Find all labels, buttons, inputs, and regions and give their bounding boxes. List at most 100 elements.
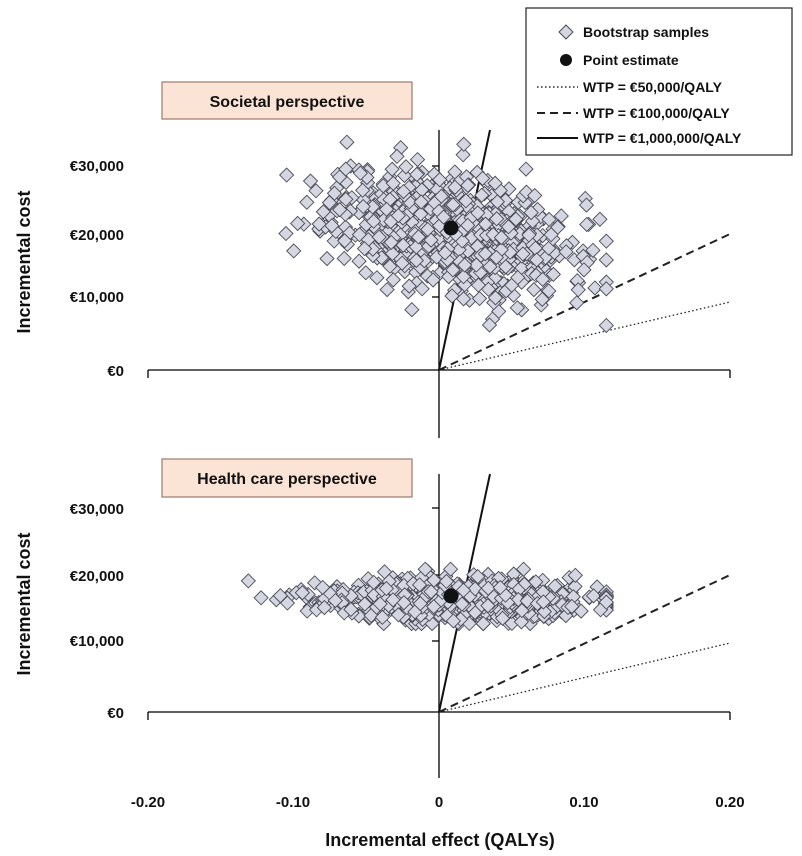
societal-y-tick-label-30000: €30,000 [70,158,124,175]
x-tick-label-0: 0 [435,794,443,811]
bootstrap-sample-point [408,239,424,255]
bootstrap-sample-point [352,165,369,181]
bootstrap-sample-point [286,243,302,259]
legend-label-wtp-100000: WTP = €100,000/QALY [583,105,730,121]
bootstrap-sample-point [547,578,563,594]
bootstrap-sample-point [470,568,486,585]
bootstrap-sample-point [534,291,550,307]
bootstrap-sample-point [439,608,455,624]
healthcare-y-tick-label-10000: €10,000 [70,633,124,650]
bootstrap-sample-point [378,580,395,597]
bootstrap-sample-point [480,580,496,596]
bootstrap-sample-point [447,164,463,180]
bootstrap-sample-point [337,233,353,249]
legend: Bootstrap samples Point estimate WTP = €… [525,7,793,156]
bootstrap-sample-point [513,614,530,630]
bootstrap-sample-point [480,598,496,614]
bootstrap-sample-point [509,300,525,316]
bootstrap-sample-point [371,229,387,245]
bootstrap-sample-point [365,213,382,229]
bootstrap-sample-point [369,270,385,286]
bootstrap-sample-point [396,167,413,184]
healthcare-panel-title: Health care perspective [197,471,377,488]
bootstrap-sample-point [379,281,395,298]
bootstrap-sample-point [545,266,561,283]
bootstrap-sample-point [482,259,498,275]
x-tick-label-0.10: 0.10 [569,794,598,811]
bootstrap-sample-point [487,290,504,306]
bootstrap-sample-point [541,283,557,299]
bootstrap-sample-point [526,281,542,298]
bootstrap-sample-point [398,159,414,175]
bootstrap-sample-point [489,194,506,210]
bootstrap-sample-point [467,581,483,597]
bootstrap-sample-point [253,590,269,606]
bootstrap-sample-point [356,241,373,257]
healthcare-wtp-100000-line [438,574,731,713]
bootstrap-sample-point [442,561,459,577]
bootstrap-sample-point [343,601,359,618]
bootstrap-sample-point [389,148,405,165]
bootstrap-sample-point [332,202,348,218]
bootstrap-sample-point [529,252,545,268]
bootstrap-sample-point [321,195,338,211]
bootstrap-sample-point [408,252,424,269]
legend-label-bootstrap: Bootstrap samples [583,24,709,40]
bootstrap-sample-point [474,170,491,187]
bootstrap-sample-point [468,257,484,273]
bootstrap-sample-point [477,216,494,232]
societal-y-tick-label-10000: €10,000 [70,289,124,306]
bootstrap-sample-point [307,575,323,591]
bootstrap-sample-point [598,252,614,268]
bootstrap-sample-point [438,573,455,590]
bootstrap-sample-point [290,215,306,232]
bootstrap-sample-point [432,172,448,188]
bootstrap-sample-point [460,177,476,193]
bootstrap-sample-point [535,594,551,610]
bootstrap-sample-point [299,194,315,210]
legend-label-point-estimate: Point estimate [583,52,679,68]
bootstrap-sample-point [541,211,557,228]
bootstrap-sample-point [558,244,574,260]
bootstrap-sample-point [455,582,472,598]
bootstrap-sample-point [515,561,532,577]
societal-title-box [161,81,413,120]
bootstrap-sample-point [385,175,401,191]
bootstrap-sample-point [385,272,401,288]
bootstrap-sample-point [494,610,511,626]
bootstrap-sample-point [536,603,553,620]
bootstrap-sample-point [417,561,433,577]
bootstrap-sample-point [527,187,543,204]
bootstrap-sample-point [413,194,429,210]
bootstrap-sample-point [355,198,371,215]
bootstrap-sample-point [423,232,439,248]
societal-bootstrap-samples [278,134,614,334]
bootstrap-sample-point [567,567,583,583]
healthcare-bootstrap-samples [240,561,614,632]
x-tick-label-neg-0.20: -0.20 [131,794,165,811]
bootstrap-sample-point [426,599,442,615]
bootstrap-sample-point [521,227,537,243]
bootstrap-sample-point [587,280,603,296]
bootstrap-sample-point [382,258,398,274]
bootstrap-sample-point [339,134,355,150]
bootstrap-sample-point [413,206,429,222]
societal-y-tick-label-0: €0 [107,363,124,380]
bootstrap-sample-point [460,217,476,233]
societal-y-tick-label-20000: €20,000 [70,227,124,244]
bootstrap-sample-point [474,187,490,203]
societal-y-axis-title: Incremental cost [14,190,34,333]
bootstrap-sample-point [471,290,488,307]
legend-circle-icon [560,54,572,66]
bootstrap-sample-point [357,596,373,612]
bootstrap-sample-point [384,161,400,177]
bootstrap-sample-point [456,136,472,152]
bootstrap-sample-point [311,216,327,232]
bootstrap-sample-point [500,219,517,235]
bootstrap-sample-point [457,257,473,273]
bootstrap-sample-point [534,271,551,287]
bootstrap-sample-point [508,211,524,227]
bootstrap-sample-point [351,253,367,269]
healthcare-y-tick-label-0: €0 [107,705,124,722]
